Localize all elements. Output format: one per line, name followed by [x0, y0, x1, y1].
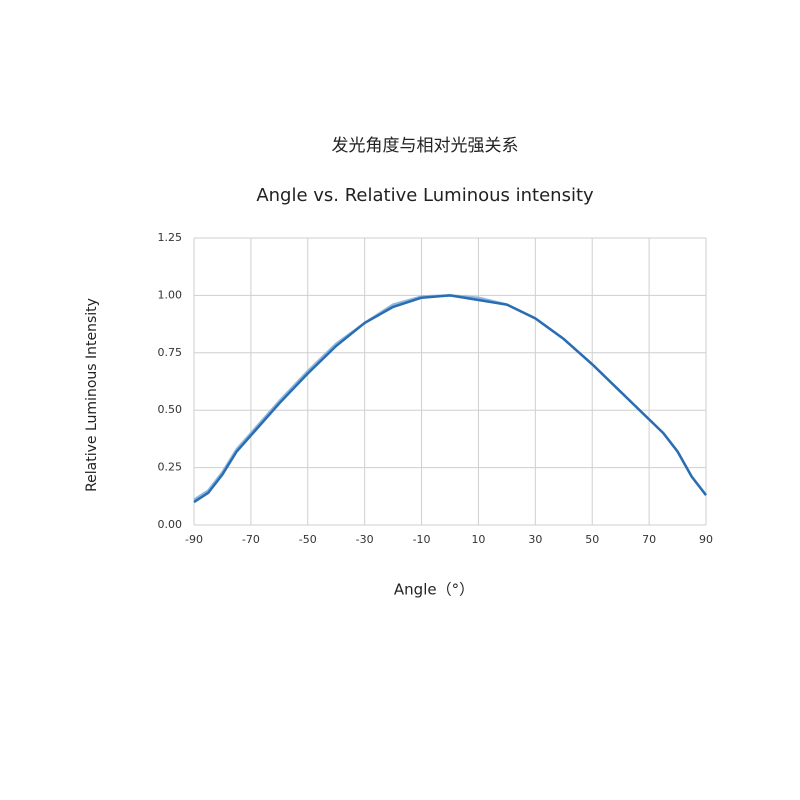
x-tick-label: -50	[299, 533, 317, 546]
chart-subtitle: Angle vs. Relative Luminous intensity	[256, 185, 594, 206]
x-tick-label: 90	[699, 533, 713, 546]
y-tick-label: 1.25	[158, 231, 183, 244]
x-tick-label: 10	[471, 533, 485, 546]
y-tick-label: 0.00	[158, 518, 183, 531]
x-tick-label: -30	[356, 533, 374, 546]
chart-title: 发光角度与相对光强关系	[332, 136, 519, 156]
x-tick-label: -10	[413, 533, 431, 546]
y-tick-label: 0.25	[158, 461, 183, 474]
x-axis-label: Angle（°）	[394, 581, 474, 599]
y-tick-label: 0.50	[158, 403, 183, 416]
data-line	[193, 294, 707, 501]
y-tick-label: 0.75	[158, 346, 183, 359]
x-tick-label: -70	[242, 533, 260, 546]
x-tick-label: 30	[528, 533, 542, 546]
y-tick-label: 1.00	[158, 288, 183, 301]
y-axis-label: Relative Luminous Intensity	[84, 298, 100, 492]
x-tick-label: 50	[585, 533, 599, 546]
x-tick-label: 70	[642, 533, 656, 546]
data-line	[193, 294, 707, 504]
x-tick-label: -90	[185, 533, 203, 546]
